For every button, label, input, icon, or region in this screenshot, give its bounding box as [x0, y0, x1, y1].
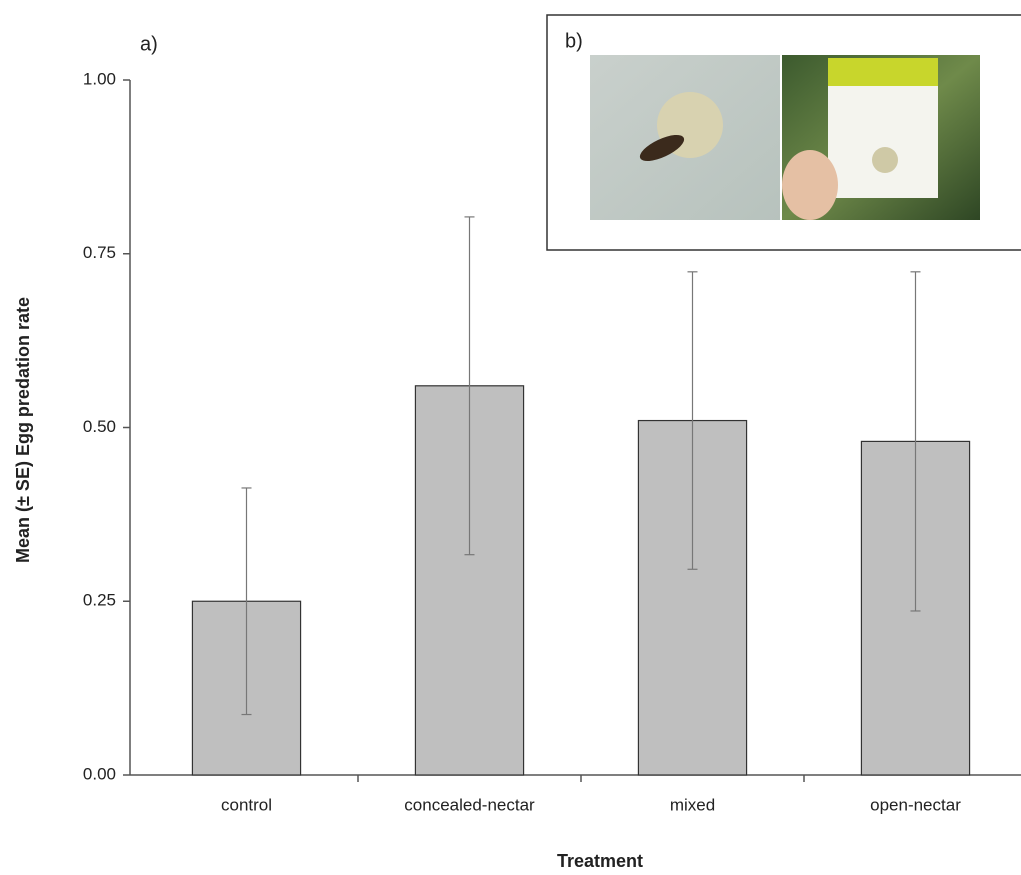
panel-label: a) — [140, 33, 158, 55]
x-axis-label: Treatment — [557, 851, 643, 871]
y-tick-label: 1.00 — [83, 69, 116, 88]
photo-card-band — [828, 58, 938, 86]
x-tick-label: control — [221, 795, 272, 814]
y-tick-label: 0.25 — [83, 591, 116, 610]
photo-card-egg — [872, 147, 898, 173]
y-tick-label: 0.75 — [83, 243, 116, 262]
x-tick-label: concealed-nectar — [404, 795, 535, 814]
inset: b) — [546, 14, 1021, 251]
photo-insect — [639, 134, 685, 162]
y-tick-label: 0.50 — [83, 417, 116, 436]
x-tick-label: mixed — [670, 795, 715, 814]
photo-finger — [782, 150, 838, 220]
y-tick-label: 0.00 — [83, 764, 116, 783]
inset-label: b) — [565, 30, 583, 52]
y-axis-label: Mean (± SE) Egg predation rate — [13, 297, 33, 563]
x-tick-label: open-nectar — [870, 795, 961, 814]
